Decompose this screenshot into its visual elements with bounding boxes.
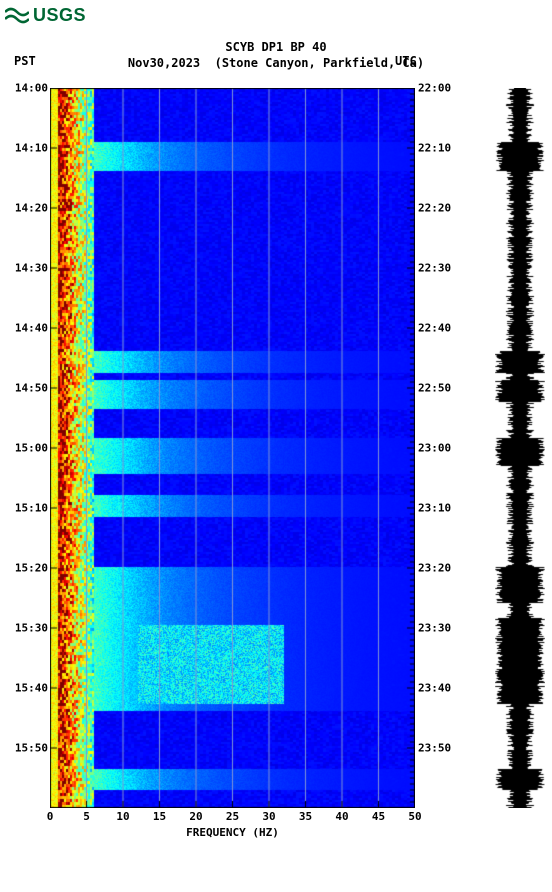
spectrogram-plot xyxy=(50,88,415,808)
y-right-tick: 22:30 xyxy=(418,262,451,275)
x-tick: 40 xyxy=(335,810,348,823)
utc-label: UTC xyxy=(395,54,417,68)
y-right-tick: 22:10 xyxy=(418,141,451,154)
x-tick: 25 xyxy=(226,810,239,823)
x-tick: 0 xyxy=(47,810,54,823)
date: Nov30,2023 xyxy=(128,56,200,70)
y-left-tick: 14:20 xyxy=(15,202,48,215)
y-axis-left-ticks: 14:0014:1014:2014:3014:4014:5015:0015:10… xyxy=(10,88,48,808)
y-axis-right-ticks: 22:0022:1022:2022:3022:4022:5023:0023:10… xyxy=(418,88,458,808)
y-right-tick: 22:20 xyxy=(418,202,451,215)
y-right-tick: 22:40 xyxy=(418,321,451,334)
y-left-tick: 15:40 xyxy=(15,681,48,694)
x-tick: 15 xyxy=(153,810,166,823)
usgs-wave-icon xyxy=(5,6,29,26)
x-tick: 10 xyxy=(116,810,129,823)
y-right-tick: 23:30 xyxy=(418,622,451,635)
spectrogram-canvas xyxy=(50,88,415,808)
x-axis-title: FREQUENCY (HZ) xyxy=(50,826,415,839)
usgs-logo: USGS xyxy=(5,5,86,26)
x-tick: 50 xyxy=(408,810,421,823)
y-left-tick: 14:30 xyxy=(15,262,48,275)
x-tick: 30 xyxy=(262,810,275,823)
y-right-tick: 23:50 xyxy=(418,742,451,755)
station-title: SCYB DP1 BP 40 xyxy=(0,40,552,54)
y-left-tick: 15:00 xyxy=(15,442,48,455)
y-right-tick: 23:00 xyxy=(418,442,451,455)
y-left-tick: 15:30 xyxy=(15,622,48,635)
y-left-tick: 14:50 xyxy=(15,382,48,395)
waveform-canvas xyxy=(495,88,545,808)
y-left-tick: 14:40 xyxy=(15,321,48,334)
y-right-tick: 22:00 xyxy=(418,82,451,95)
x-tick: 45 xyxy=(372,810,385,823)
y-right-tick: 23:40 xyxy=(418,681,451,694)
usgs-logo-text: USGS xyxy=(33,5,86,26)
y-right-tick: 23:10 xyxy=(418,501,451,514)
location: (Stone Canyon, Parkfield, Ca) xyxy=(215,56,425,70)
y-left-tick: 14:00 xyxy=(15,82,48,95)
x-tick: 35 xyxy=(299,810,312,823)
x-tick: 20 xyxy=(189,810,202,823)
y-right-tick: 23:20 xyxy=(418,562,451,575)
waveform-plot xyxy=(495,88,545,808)
pst-label: PST xyxy=(14,54,36,68)
y-left-tick: 15:20 xyxy=(15,562,48,575)
date-location: Nov30,2023 (Stone Canyon, Parkfield, Ca) xyxy=(0,56,552,70)
y-left-tick: 14:10 xyxy=(15,141,48,154)
y-left-tick: 15:10 xyxy=(15,501,48,514)
y-left-tick: 15:50 xyxy=(15,742,48,755)
y-right-tick: 22:50 xyxy=(418,382,451,395)
x-tick: 5 xyxy=(83,810,90,823)
chart-header: SCYB DP1 BP 40 Nov30,2023 (Stone Canyon,… xyxy=(0,40,552,70)
